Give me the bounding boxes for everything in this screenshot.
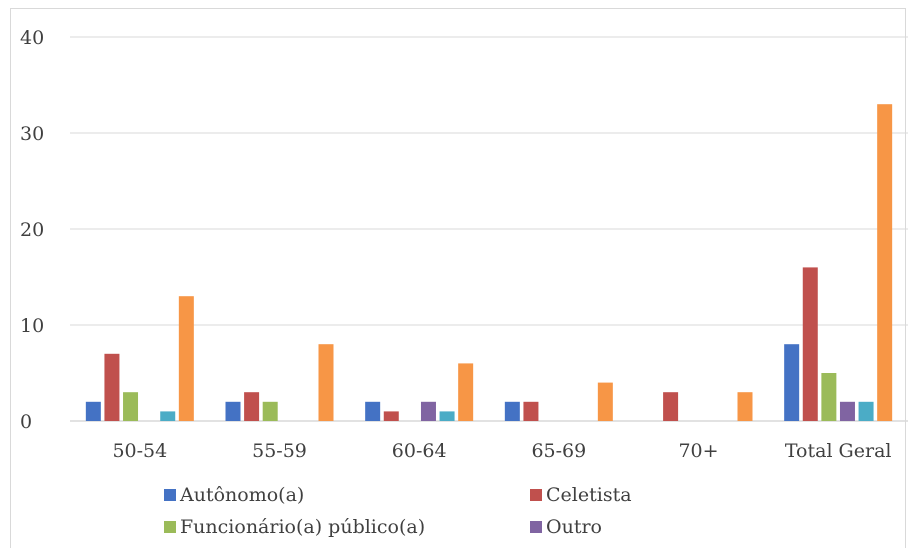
bar <box>439 411 455 421</box>
bar <box>262 401 278 421</box>
bar <box>597 382 613 421</box>
y-tick-label: 40 <box>20 27 44 49</box>
legend-item-celetista: Celetista <box>530 484 632 506</box>
y-tick-label: 10 <box>20 315 44 337</box>
bar <box>420 401 436 421</box>
bar <box>784 344 800 421</box>
x-axis-ticks: 50-54 55-59 60-64 65-69 70+ Total Geral <box>112 440 891 462</box>
bar <box>737 392 753 421</box>
bar <box>663 392 679 421</box>
gridlines <box>70 36 908 422</box>
x-tick-label: 60-64 <box>392 440 447 462</box>
bar <box>821 373 837 421</box>
x-tick-label: 55-59 <box>252 440 307 462</box>
legend-item-outro: Outro <box>530 516 602 538</box>
bar <box>839 401 855 421</box>
bar <box>504 401 520 421</box>
y-tick-label: 0 <box>20 411 32 433</box>
x-tick-label: 65-69 <box>531 440 586 462</box>
bar <box>104 353 120 421</box>
legend-label: Autônomo(a) <box>180 484 305 506</box>
x-tick-label: 50-54 <box>112 440 167 462</box>
bar <box>365 401 381 421</box>
x-tick-label: 70+ <box>678 440 718 462</box>
legend-item-autonomo: Autônomo(a) <box>164 484 304 506</box>
bar <box>123 392 139 421</box>
bar <box>523 401 539 421</box>
y-tick-label: 20 <box>20 219 44 241</box>
bars <box>85 104 893 421</box>
bar <box>802 267 818 421</box>
legend-label: Outro <box>546 516 602 538</box>
legend-swatch <box>530 489 542 501</box>
legend-swatch <box>164 521 176 533</box>
bar <box>85 401 101 421</box>
bar <box>877 104 893 421</box>
x-tick-label: Total Geral <box>785 440 892 462</box>
y-tick-label: 30 <box>20 123 44 145</box>
bar <box>458 363 474 421</box>
legend-swatch <box>164 489 176 501</box>
bar <box>244 392 260 421</box>
bar <box>383 411 399 421</box>
y-axis-ticks: 0 10 20 30 40 <box>20 27 44 433</box>
chart-frame <box>10 8 906 548</box>
legend-label: Funcionário(a) público(a) <box>180 516 426 538</box>
legend-item-funcionario-publico: Funcionário(a) público(a) <box>164 516 425 538</box>
bar <box>225 401 241 421</box>
legend-label: Celetista <box>546 484 632 506</box>
bar <box>160 411 176 421</box>
bar <box>318 344 334 421</box>
bar <box>858 401 874 421</box>
legend-swatch <box>530 521 542 533</box>
bar <box>178 296 194 421</box>
